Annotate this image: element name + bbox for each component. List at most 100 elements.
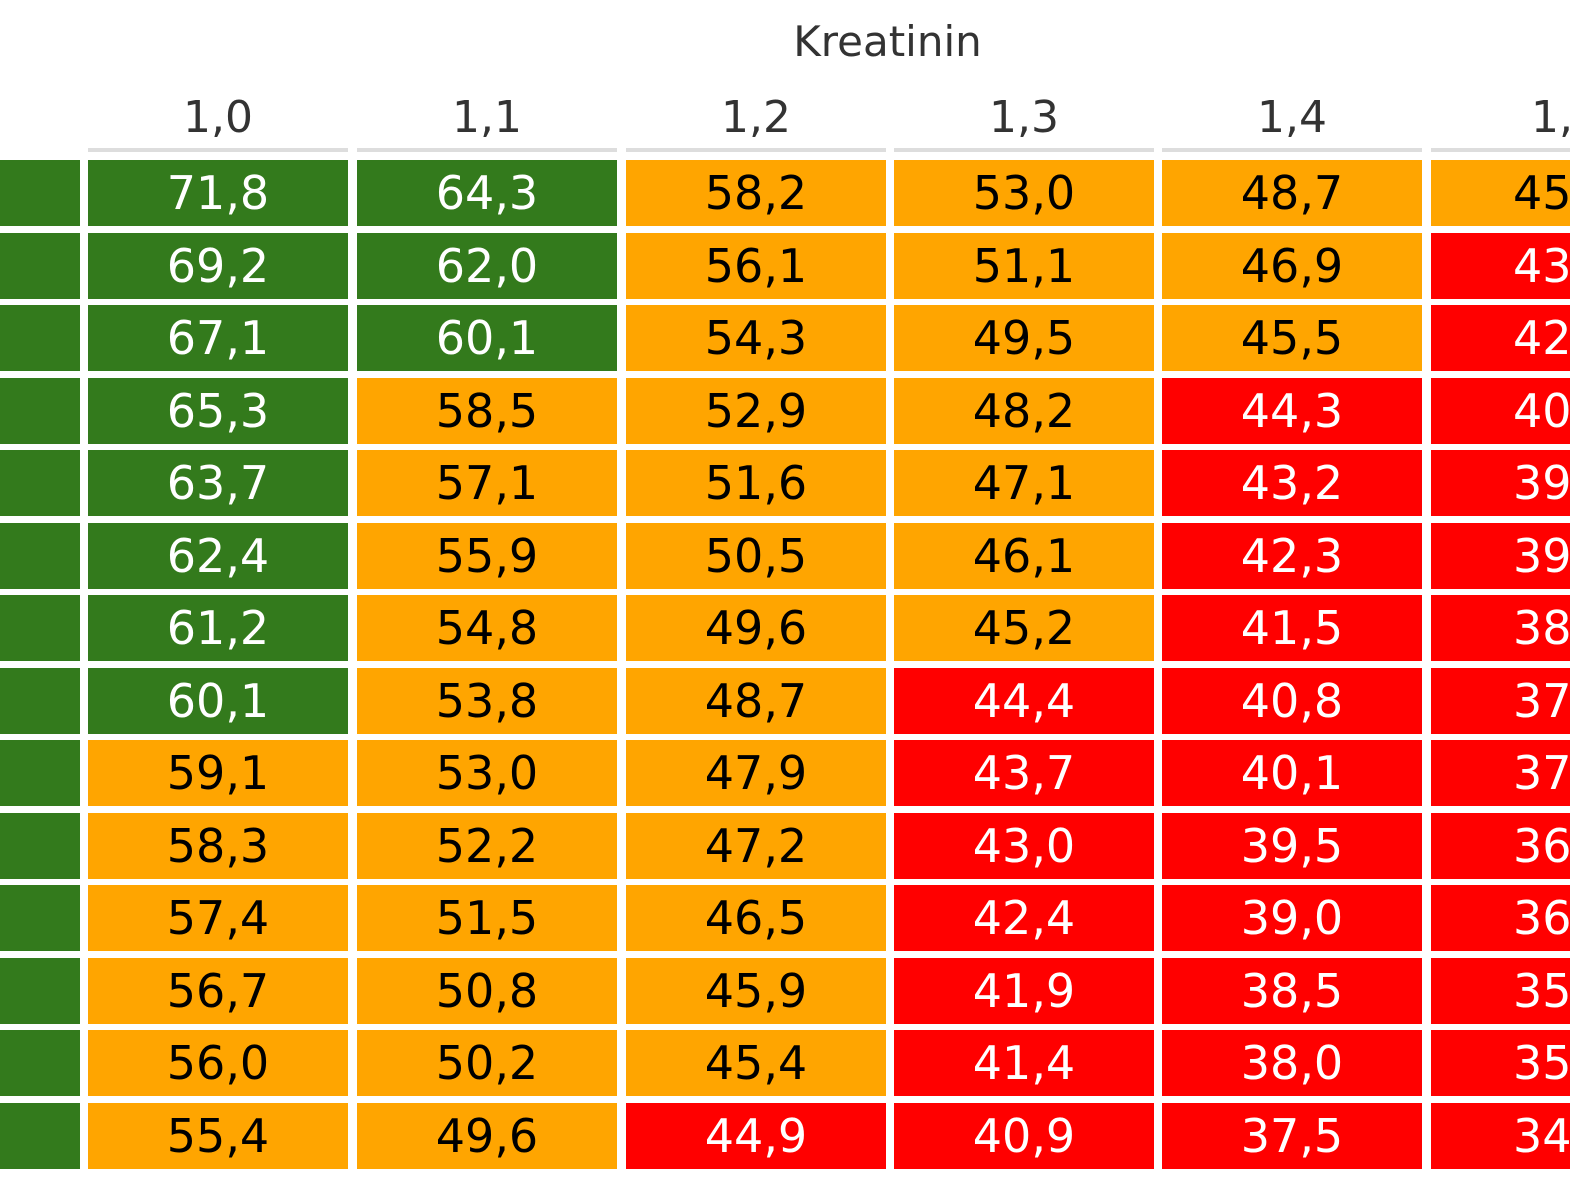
table-cell: 38 [1431, 595, 1570, 661]
table-cell: 50,8 [357, 958, 617, 1024]
table-cell: 40,8 [1162, 668, 1422, 734]
table-cell: 39 [1431, 523, 1570, 589]
table-cell: 63,7 [88, 450, 348, 516]
column-header: 1,1 [452, 92, 522, 143]
table-cell: 71,8 [88, 160, 348, 226]
table-cell: 54,8 [357, 595, 617, 661]
header-divider [626, 148, 886, 152]
table-cell: 40,1 [1162, 740, 1422, 806]
table-cell: 45,5 [1162, 305, 1422, 371]
table-cell: 56,7 [88, 958, 348, 1024]
table-cell: 37,5 [1162, 1103, 1422, 1169]
table-cell: 58,3 [88, 813, 348, 879]
table-cell: 38,0 [1162, 1030, 1422, 1096]
table-cell: 45,2 [894, 595, 1154, 661]
table-cell: 34 [1431, 1103, 1570, 1169]
table-cell: 41,5 [1162, 595, 1422, 661]
table-cell [0, 450, 80, 516]
table-cell [0, 378, 80, 444]
table-cell: 46,5 [626, 885, 886, 951]
table-cell [0, 1103, 80, 1169]
table-cell: 52,2 [357, 813, 617, 879]
table-cell: 48,7 [1162, 160, 1422, 226]
table-cell: 36 [1431, 885, 1570, 951]
header-divider [88, 148, 348, 152]
column-header: 1,3 [989, 92, 1059, 143]
table-cell: 39 [1431, 450, 1570, 516]
table-title: Kreatinin [793, 17, 982, 66]
table-cell: 59,1 [88, 740, 348, 806]
table-cell: 38,5 [1162, 958, 1422, 1024]
table-cell: 49,6 [626, 595, 886, 661]
table-cell: 62,0 [357, 233, 617, 299]
table-cell: 50,5 [626, 523, 886, 589]
header-divider [894, 148, 1154, 152]
table-cell: 44,3 [1162, 378, 1422, 444]
table-cell: 56,0 [88, 1030, 348, 1096]
table-cell [0, 523, 80, 589]
table-cell [0, 813, 80, 879]
table-cell: 43,7 [894, 740, 1154, 806]
table-cell: 49,5 [894, 305, 1154, 371]
table-cell: 41,9 [894, 958, 1154, 1024]
table-cell: 42,4 [894, 885, 1154, 951]
table-cell: 58,2 [626, 160, 886, 226]
table-cell: 40 [1431, 378, 1570, 444]
table-cell: 44,4 [894, 668, 1154, 734]
table-cell: 55,9 [357, 523, 617, 589]
table-cell: 39,5 [1162, 813, 1422, 879]
table-cell: 57,1 [357, 450, 617, 516]
table-cell [0, 740, 80, 806]
table-cell: 55,4 [88, 1103, 348, 1169]
table-cell: 54,3 [626, 305, 886, 371]
table-cell: 43,0 [894, 813, 1154, 879]
table-cell: 45,9 [626, 958, 886, 1024]
table-cell [0, 595, 80, 661]
table-cell: 43,2 [1162, 450, 1422, 516]
table-cell: 41,4 [894, 1030, 1154, 1096]
table-cell: 39,0 [1162, 885, 1422, 951]
table-cell [0, 668, 80, 734]
table-cell: 57,4 [88, 885, 348, 951]
column-header: 1,4 [1257, 92, 1327, 143]
table-cell: 53,0 [357, 740, 617, 806]
table-cell: 46,9 [1162, 233, 1422, 299]
table-cell [0, 233, 80, 299]
table-cell: 65,3 [88, 378, 348, 444]
table-cell: 60,1 [88, 668, 348, 734]
table-cell [0, 1030, 80, 1096]
table-cell: 47,1 [894, 450, 1154, 516]
table-cell: 69,2 [88, 233, 348, 299]
table-cell: 62,4 [88, 523, 348, 589]
table-cell: 67,1 [88, 305, 348, 371]
table-cell: 36 [1431, 813, 1570, 879]
table-cell: 48,7 [626, 668, 886, 734]
table-cell: 47,2 [626, 813, 886, 879]
table-cell: 50,2 [357, 1030, 617, 1096]
table-cell: 40,9 [894, 1103, 1154, 1169]
table-cell: 48,2 [894, 378, 1154, 444]
column-header: 1,0 [183, 92, 253, 143]
header-divider [1431, 148, 1570, 152]
table-cell: 61,2 [88, 595, 348, 661]
table-cell: 49,6 [357, 1103, 617, 1169]
table-cell: 47,9 [626, 740, 886, 806]
table-cell: 53,0 [894, 160, 1154, 226]
table-cell: 64,3 [357, 160, 617, 226]
column-header: 1, [1531, 92, 1570, 143]
table-cell: 58,5 [357, 378, 617, 444]
table-cell: 60,1 [357, 305, 617, 371]
column-header: 1,2 [721, 92, 791, 143]
header-divider [1162, 148, 1422, 152]
table-cell: 35 [1431, 1030, 1570, 1096]
table-cell [0, 305, 80, 371]
table-cell: 52,9 [626, 378, 886, 444]
table-cell: 51,6 [626, 450, 886, 516]
table-cell: 42,3 [1162, 523, 1422, 589]
table-cell: 53,8 [357, 668, 617, 734]
table-cell: 45,4 [626, 1030, 886, 1096]
header-divider [357, 148, 617, 152]
table-cell: 56,1 [626, 233, 886, 299]
table-cell: 44,9 [626, 1103, 886, 1169]
table-cell: 51,5 [357, 885, 617, 951]
